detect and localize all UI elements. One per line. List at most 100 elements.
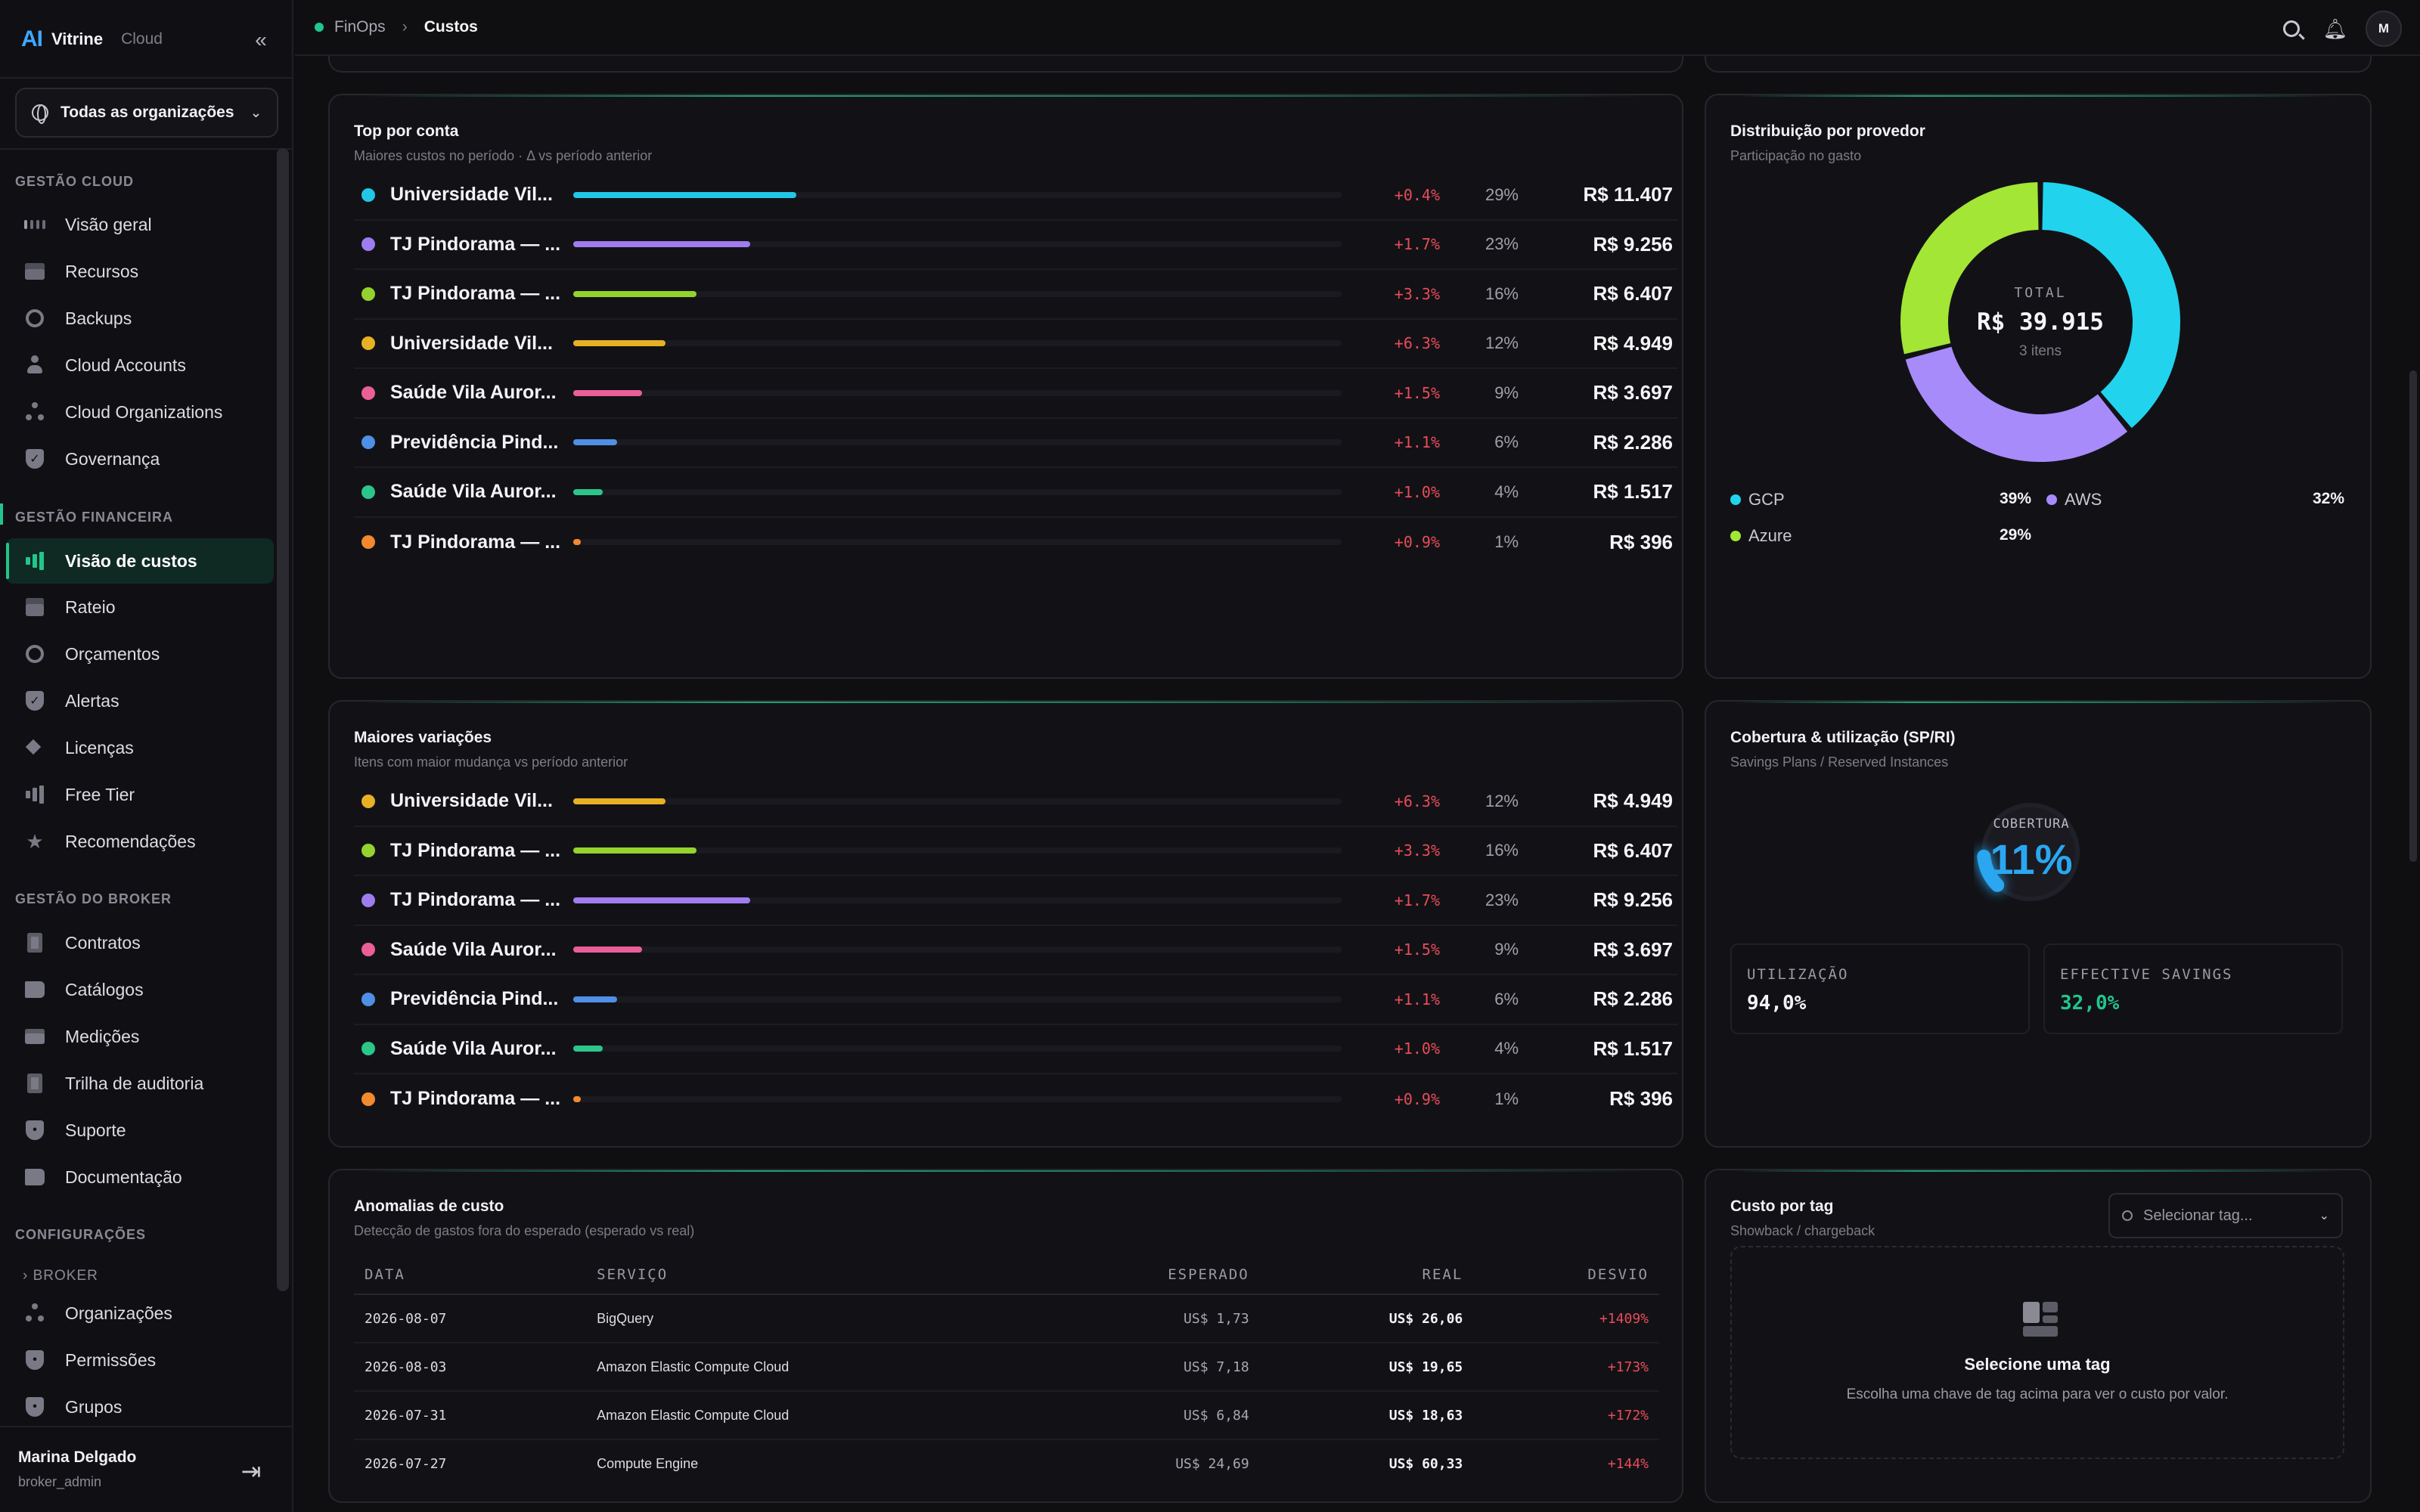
shield-icon: • bbox=[24, 1120, 45, 1141]
nav-item-alertas[interactable]: ✓ Alertas bbox=[6, 678, 274, 723]
share-bar-track bbox=[573, 539, 1342, 546]
breadcrumb-current: Custos bbox=[424, 18, 478, 36]
legend-dot-icon bbox=[2046, 494, 2057, 505]
org-selector-value: Todas as organizações bbox=[60, 104, 234, 121]
nav-item-grupos[interactable]: • Grupos bbox=[6, 1384, 274, 1430]
legend-item-azure[interactable]: Azure bbox=[1730, 525, 1792, 547]
list-item[interactable]: Saúde Vila Auror... +1.5% 9% R$ 3.697 bbox=[354, 369, 1677, 419]
card-subtitle: Savings Plans / Reserved Instances bbox=[1730, 754, 1949, 770]
nav-item-label: Free Tier bbox=[65, 784, 135, 804]
nav-item-cloud-organizations[interactable]: Cloud Organizations bbox=[6, 389, 274, 435]
list-item[interactable]: Saúde Vila Auror... +1.0% 4% R$ 1.517 bbox=[354, 468, 1677, 518]
item-name: Universidade Vil... bbox=[390, 332, 553, 354]
series-dot-icon bbox=[361, 187, 375, 202]
nav-item-licencas[interactable]: Licenças bbox=[6, 725, 274, 770]
chevron-right-icon: › bbox=[23, 1268, 33, 1284]
item-name: Saúde Vila Auror... bbox=[390, 1037, 557, 1059]
table-row[interactable]: 2026-08-07 BigQuery US$ 1,73 US$ 26,06 +1409… bbox=[354, 1294, 1659, 1343]
notifications-button[interactable]: 🔔︎ bbox=[2322, 15, 2349, 42]
nav-item-permissoes[interactable]: • Permissões bbox=[6, 1337, 274, 1383]
top-variations-card: Maiores variações Itens com maior mudanç… bbox=[328, 700, 1683, 1148]
brand[interactable]: AI Vitrine Cloud bbox=[21, 23, 163, 56]
sidebar-scrollbar[interactable] bbox=[277, 148, 289, 1291]
legend-item-gcp[interactable]: GCP bbox=[1730, 488, 1785, 511]
nav-item-label: Orçamentos bbox=[65, 643, 160, 664]
nav-item-visao-geral[interactable]: Visão geral bbox=[6, 202, 274, 247]
nav-item-contratos[interactable]: Contratos bbox=[6, 920, 274, 965]
series-dot-icon bbox=[361, 943, 375, 957]
list-item[interactable]: Saúde Vila Auror... +1.5% 9% R$ 3.697 bbox=[354, 926, 1677, 975]
donut-center-items: 3 itens bbox=[2019, 342, 2062, 359]
pie-slice-azure[interactable] bbox=[1900, 182, 2039, 355]
column-header[interactable]: SERVIÇO bbox=[586, 1255, 1020, 1295]
nav-item-documentacao[interactable]: Documentação bbox=[6, 1154, 274, 1200]
table-row[interactable]: 2026-07-31 Amazon Elastic Compute Cloud US… bbox=[354, 1391, 1659, 1440]
series-dot-icon bbox=[361, 844, 375, 858]
item-name: Universidade Vil... bbox=[390, 184, 553, 206]
nav-item-backups[interactable]: Backups bbox=[6, 296, 274, 341]
nav-item-suporte[interactable]: • Suporte bbox=[6, 1108, 274, 1153]
list-item[interactable]: Saúde Vila Auror... +1.0% 4% R$ 1.517 bbox=[354, 1025, 1677, 1074]
nav-item-organizacoes[interactable]: Organizações bbox=[6, 1290, 274, 1336]
list-item[interactable]: Previdência Pind... +1.1% 6% R$ 2.286 bbox=[354, 419, 1677, 468]
broker-toggle[interactable]: › BROKER bbox=[23, 1268, 98, 1284]
item-value: R$ 4.949 bbox=[1593, 331, 1673, 355]
main-scrollbar[interactable] bbox=[2409, 370, 2417, 862]
logout-icon[interactable]: ⇥ bbox=[240, 1458, 262, 1485]
list-item[interactable]: TJ Pindorama — ... +3.3% 16% R$ 6.407 bbox=[354, 270, 1677, 320]
tag-select[interactable]: Selecionar tag... ⌄ bbox=[2108, 1193, 2343, 1238]
list-item[interactable]: Universidade Vil... +0.4% 29% R$ 11.407 bbox=[354, 171, 1677, 221]
table-row[interactable]: 2026-08-03 Amazon Elastic Compute Cloud US… bbox=[354, 1343, 1659, 1392]
list-item[interactable]: TJ Pindorama — ... +3.3% 16% R$ 6.407 bbox=[354, 827, 1677, 876]
user-icon bbox=[24, 355, 45, 376]
list-item[interactable]: Universidade Vil... +6.3% 12% R$ 4.949 bbox=[354, 777, 1677, 827]
target-icon bbox=[24, 643, 45, 665]
column-header[interactable]: DESVIO bbox=[1473, 1255, 1659, 1295]
list-item[interactable]: Universidade Vil... +6.3% 12% R$ 4.949 bbox=[354, 320, 1677, 369]
nav-item-free-tier[interactable]: Free Tier bbox=[6, 772, 274, 817]
card-subtitle: Participação no gasto bbox=[1730, 148, 1862, 163]
nav-item-recomendacoes[interactable]: ★ Recomendações bbox=[6, 819, 274, 864]
list-item[interactable]: TJ Pindorama — ... +1.7% 23% R$ 9.256 bbox=[354, 221, 1677, 270]
nav-item-label: Rateio bbox=[65, 596, 116, 617]
nav-item-orcamentos[interactable]: Orçamentos bbox=[6, 631, 274, 677]
column-header[interactable]: REAL bbox=[1259, 1255, 1474, 1295]
column-header[interactable]: ESPERADO bbox=[1019, 1255, 1260, 1295]
nav-item-recursos[interactable]: Recursos bbox=[6, 249, 274, 294]
item-name: Saúde Vila Auror... bbox=[390, 481, 557, 503]
breadcrumb-parent[interactable]: FinOps bbox=[334, 18, 386, 36]
nav-item-visao-de-custos[interactable]: Visão de custos bbox=[6, 538, 274, 584]
table-row[interactable]: 2026-07-27 Compute Engine US$ 24,69 US$ 60,… bbox=[354, 1439, 1659, 1488]
nav-item-cloud-accounts[interactable]: Cloud Accounts bbox=[6, 342, 274, 388]
server-icon bbox=[24, 261, 45, 282]
brand-name: Vitrine bbox=[51, 29, 104, 48]
share-bar bbox=[573, 389, 643, 396]
nav-item-trilha-de-auditoria[interactable]: Trilha de auditoria bbox=[6, 1061, 274, 1106]
column-header[interactable]: DATA bbox=[354, 1255, 587, 1295]
nav-item-governanca[interactable]: ✓ Governança bbox=[6, 436, 274, 482]
nav-item-medicoes[interactable]: Medições bbox=[6, 1014, 274, 1059]
item-value: R$ 1.517 bbox=[1593, 480, 1673, 503]
card-accent bbox=[1736, 1170, 2340, 1172]
avatar[interactable]: M bbox=[2366, 11, 2402, 47]
list-item[interactable]: TJ Pindorama — ... +1.7% 23% R$ 9.256 bbox=[354, 876, 1677, 926]
list-item[interactable]: TJ Pindorama — ... +0.9% 1% R$ 396 bbox=[354, 518, 1677, 568]
top-accounts-card: Top por conta Maiores custos no período … bbox=[328, 94, 1683, 679]
share-bar-track bbox=[573, 947, 1342, 953]
pie-slice-gcp[interactable] bbox=[2042, 182, 2180, 429]
list-item[interactable]: TJ Pindorama — ... +0.9% 1% R$ 396 bbox=[354, 1074, 1677, 1124]
collapse-sidebar-icon[interactable]: « bbox=[255, 28, 267, 51]
search-button[interactable] bbox=[2278, 15, 2305, 42]
nav-item-catalogos[interactable]: Catálogos bbox=[6, 967, 274, 1012]
series-dot-icon bbox=[361, 386, 375, 400]
nav-item-rateio[interactable]: Rateio bbox=[6, 584, 274, 630]
item-name: TJ Pindorama — ... bbox=[390, 839, 561, 861]
share-bar-track bbox=[573, 439, 1342, 446]
list-item[interactable]: Previdência Pind... +1.1% 6% R$ 2.286 bbox=[354, 975, 1677, 1025]
item-share: 1% bbox=[1494, 532, 1519, 552]
org-selector[interactable]: Todas as organizações ⌄ bbox=[15, 88, 278, 138]
nav-item-label: Contratos bbox=[65, 932, 141, 953]
legend-item-aws[interactable]: AWS bbox=[2046, 488, 2102, 511]
pie-slice-aws[interactable] bbox=[1905, 346, 2128, 462]
share-bar bbox=[573, 488, 603, 495]
